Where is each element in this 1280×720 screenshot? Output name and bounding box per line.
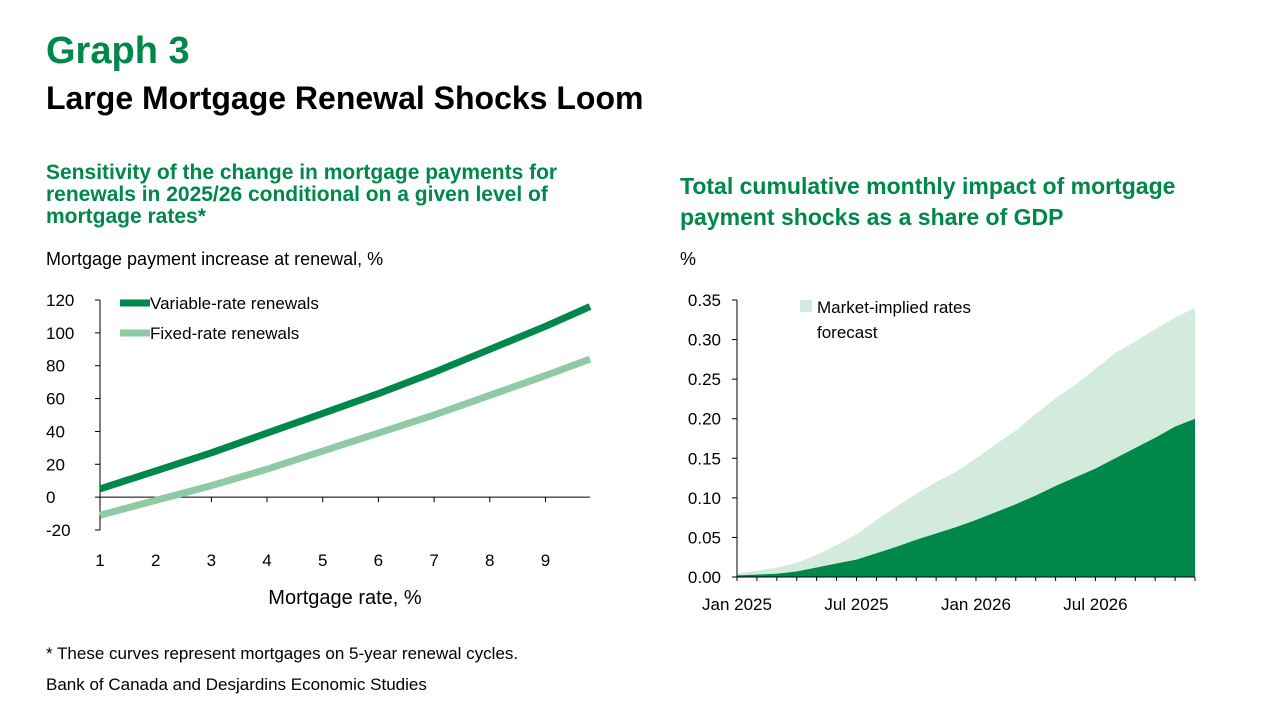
page-title: Large Mortgage Renewal Shocks Loom (46, 80, 644, 116)
left-y-tick-label: 0 (46, 488, 55, 507)
series-line-fixed (99, 355, 592, 519)
right-y-tick-label: 0.35 (688, 291, 721, 310)
left-y-tick-label: 100 (46, 324, 74, 343)
left-x-tick-label: 7 (429, 551, 438, 570)
right-x-tick-label: Jan 2025 (702, 595, 772, 614)
left-y-tick-label: 120 (46, 291, 74, 310)
area-base-impact (737, 418, 1195, 577)
right-y-tick-label: 0.00 (688, 568, 721, 587)
left-x-tick-label: 2 (151, 551, 160, 570)
right-y-tick-label: 0.15 (688, 449, 721, 468)
legend-swatch (800, 300, 812, 312)
right-x-tick-label: Jul 2026 (1063, 595, 1127, 614)
right-x-tick-label: Jul 2025 (824, 595, 888, 614)
left-x-tick-label: 5 (318, 551, 327, 570)
legend-label-continued: forecast (817, 323, 878, 342)
left-y-tick-label: 60 (46, 390, 65, 409)
footnote: * These curves represent mortgages on 5-… (46, 644, 519, 663)
left-x-tick-label: 3 (207, 551, 216, 570)
right-y-tick-label: 0.25 (688, 370, 721, 389)
right-chart-ylabel: % (680, 249, 697, 269)
left-y-tick-label: -20 (46, 521, 71, 540)
right-chart-subtitle: Total cumulative monthly impact of mortg… (680, 173, 1176, 230)
left-x-tick-label: 6 (374, 551, 383, 570)
left-x-tick-label: 4 (262, 551, 271, 570)
right-x-tick-label: Jan 2026 (941, 595, 1011, 614)
left-y-tick-label: 40 (46, 422, 65, 441)
right-y-tick-label: 0.30 (688, 331, 721, 350)
graph-label: Graph 3 (46, 30, 190, 72)
legend-label: Variable-rate renewals (150, 294, 319, 313)
left-chart-ylabel: Mortgage payment increase at renewal, % (46, 249, 384, 269)
left-y-tick-label: 20 (46, 455, 65, 474)
series-line-variable (98, 303, 592, 493)
right-y-tick-label: 0.20 (688, 410, 721, 429)
left-y-tick-label: 80 (46, 357, 65, 376)
legend-label: Market-implied rates (817, 298, 971, 317)
legend-label: Fixed-rate renewals (150, 324, 299, 343)
left-chart-subtitle: Sensitivity of the change in mortgage pa… (46, 161, 558, 228)
source-note: Bank of Canada and Desjardins Economic S… (46, 675, 427, 694)
right-y-tick-label: 0.10 (688, 489, 721, 508)
left-x-axis-label: Mortgage rate, % (268, 587, 422, 609)
right-y-tick-label: 0.05 (688, 528, 721, 547)
left-x-tick-label: 9 (541, 551, 550, 570)
left-x-tick-label: 8 (485, 551, 494, 570)
left-x-tick-label: 1 (95, 551, 104, 570)
